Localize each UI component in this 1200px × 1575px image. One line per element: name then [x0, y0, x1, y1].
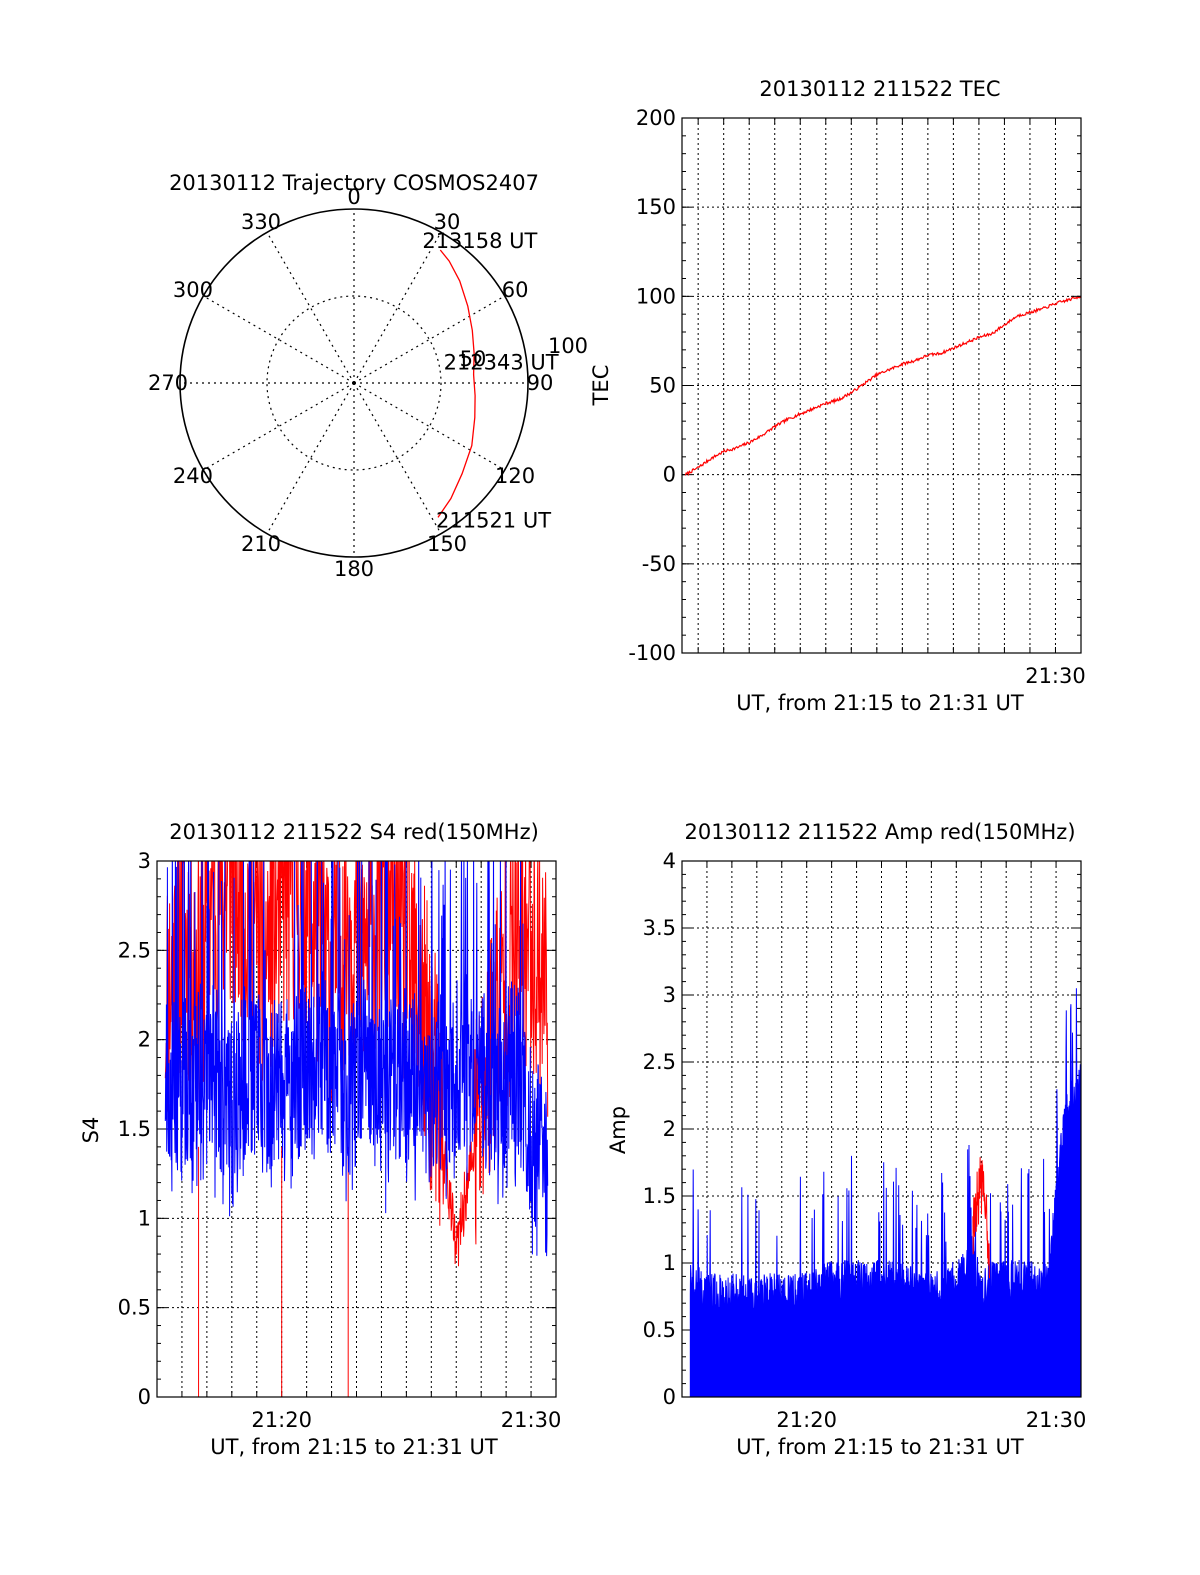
y-tick-label: 200 [636, 106, 676, 130]
amp-blue-fill [689, 988, 1081, 1397]
azimuth-spoke [203, 295, 355, 384]
azimuth-tick-label: 60 [502, 278, 529, 302]
y-tick-label: 2 [138, 1028, 151, 1052]
y-tick-label: 150 [636, 195, 676, 219]
azimuth-spoke [353, 382, 505, 471]
azimuth-tick-label: 240 [173, 464, 213, 488]
y-tick-label: 100 [636, 284, 676, 308]
x-axis-label: UT, from 21:15 to 21:31 UT [210, 1435, 498, 1459]
chart-title: 20130112 211522 TEC [759, 77, 1000, 101]
s4-blue-line [164, 861, 549, 1257]
azimuth-tick-label: 150 [427, 532, 467, 556]
polar-grid [179, 208, 529, 558]
y-axis-label: Amp [606, 1106, 630, 1154]
chart-title: 20130112 211522 Amp red(150MHz) [684, 820, 1075, 844]
azimuth-tick-label: 30 [434, 210, 461, 234]
y-tick-label: 3.5 [643, 916, 676, 940]
y-tick-label: 2.5 [118, 938, 151, 962]
x-axis-label: UT, from 21:15 to 21:31 UT [736, 1435, 1024, 1459]
y-tick-label: 1 [138, 1206, 151, 1230]
radial-tick-label: 50 [460, 347, 487, 371]
y-tick-label: 1.5 [118, 1117, 151, 1141]
y-tick-label: -100 [628, 641, 676, 665]
horizon-circle [179, 208, 529, 558]
azimuth-spoke [203, 382, 355, 471]
x-tick-label: 21:20 [776, 1408, 837, 1432]
y-tick-label: 2 [663, 1117, 676, 1141]
tec-series-line [684, 296, 1082, 477]
plot-frame [681, 117, 1082, 654]
s4-chart: 20130112 211522 S4 red(150MHz) UT, from … [79, 820, 561, 1459]
x-tick-label: 21:30 [501, 1408, 562, 1432]
y-tick-label: 1 [663, 1251, 676, 1275]
amp-red-line [972, 1157, 991, 1279]
y-tick-label: 0 [663, 463, 676, 487]
y-tick-label: 0 [663, 1385, 676, 1409]
y-tick-label: 1.5 [643, 1184, 676, 1208]
azimuth-tick-label: 210 [241, 532, 281, 556]
azimuth-tick-label: 270 [148, 371, 188, 395]
s4-red-line [164, 861, 549, 1267]
plot-frame [156, 860, 557, 1398]
y-tick-label: 0 [138, 1385, 151, 1409]
s4-series-layer [164, 861, 549, 1397]
x-axis-label: UT, from 21:15 to 21:31 UT [736, 691, 1024, 715]
chart-title: 20130112 211522 S4 red(150MHz) [169, 820, 539, 844]
y-axis-label: S4 [79, 1117, 103, 1144]
y-tick-label: 3 [663, 983, 676, 1007]
plot-area: -100 -50 0 50 100 150 200 21:30 [628, 106, 1085, 688]
x-tick-label: 21:20 [251, 1408, 312, 1432]
azimuth-tick-label: 0 [347, 185, 360, 209]
y-tick-label: 2.5 [643, 1050, 676, 1074]
azimuth-spoke [353, 295, 505, 384]
trajectory-track [437, 249, 476, 518]
azimuth-spoke [353, 232, 442, 384]
azimuth-spoke [266, 232, 355, 384]
amp-chart: 20130112 211522 Amp red(150MHz) UT, from… [606, 820, 1086, 1459]
x-tick-label: 21:30 [1025, 664, 1086, 688]
azimuth-spoke [353, 382, 442, 534]
trajectory-line [437, 249, 476, 518]
plot-area: 0 0.5 1 1.5 2 2.5 3 3.5 4 21:20 21:30 [643, 849, 1087, 1432]
azimuth-tick-label: 90 [527, 371, 554, 395]
amp-series-layer [689, 988, 1081, 1397]
time-annotation: 213158 UT [422, 229, 537, 253]
y-tick-label: 0.5 [643, 1318, 676, 1342]
plot-area: 0 0.5 1 1.5 2 2.5 3 21:20 21:30 [118, 849, 562, 1432]
y-tick-label: -50 [642, 552, 676, 576]
tec-chart: 20130112 211522 TEC UT, from 21:15 to 21… [589, 77, 1086, 715]
elevation-circle [266, 295, 442, 471]
chart-title: 20130112 Trajectory COSMOS2407 [169, 171, 539, 195]
polar-labels: 0 30 60 90 120 150 180 210 240 270 300 330 50 100 2131… [148, 185, 588, 581]
x-tick-label: 21:30 [1026, 1408, 1087, 1432]
y-axis-label: TEC [589, 365, 613, 407]
time-annotation: 211521 UT [436, 508, 551, 532]
radial-tick-label: 100 [548, 334, 588, 358]
azimuth-spoke [266, 382, 355, 534]
y-tick-label: 4 [663, 849, 676, 873]
plot-frame [681, 860, 1082, 1398]
y-tick-label: 3 [138, 849, 151, 873]
azimuth-tick-label: 180 [334, 557, 374, 581]
azimuth-tick-label: 120 [495, 464, 535, 488]
y-tick-label: 50 [649, 374, 676, 398]
time-annotation: 212343 UT [444, 351, 559, 375]
polar-trajectory-chart: 20130112 Trajectory COSMOS2407 0 30 60 90 12… [148, 171, 588, 581]
y-tick-label: 0.5 [118, 1296, 151, 1320]
azimuth-tick-label: 300 [173, 278, 213, 302]
azimuth-tick-label: 330 [241, 210, 281, 234]
